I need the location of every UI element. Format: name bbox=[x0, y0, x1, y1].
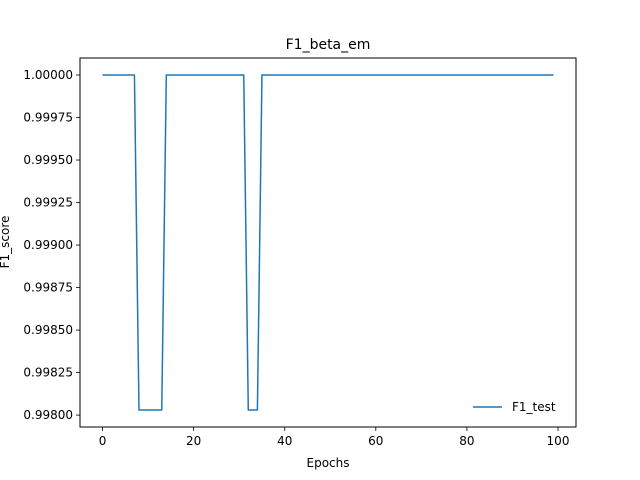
y-tick-label: 0.99800 bbox=[23, 408, 73, 422]
y-tick-label: 0.99925 bbox=[23, 196, 73, 210]
y-tick-label: 0.99900 bbox=[23, 238, 73, 252]
y-axis: 0.99800 0.99825 0.99850 0.99875 0.99900 0.999… bbox=[23, 68, 80, 422]
x-tick-label: 0 bbox=[99, 434, 107, 448]
legend-label: F1_test bbox=[512, 400, 556, 414]
x-tick-label: 20 bbox=[186, 434, 201, 448]
y-tick-label: 0.99825 bbox=[23, 366, 73, 380]
x-tick-label: 100 bbox=[547, 434, 570, 448]
x-axis-label: Epochs bbox=[307, 456, 350, 470]
y-axis-label: F1_score bbox=[0, 216, 12, 269]
x-tick-label: 80 bbox=[459, 434, 474, 448]
series-line-f1-test bbox=[102, 74, 554, 411]
x-tick-label: 60 bbox=[368, 434, 383, 448]
x-tick-label: 40 bbox=[277, 434, 292, 448]
chart-title: F1_beta_em bbox=[286, 37, 371, 53]
legend: F1_test bbox=[473, 400, 556, 414]
y-tick-label: 0.99975 bbox=[23, 111, 73, 125]
plot-area bbox=[102, 74, 554, 411]
axes-frame bbox=[79, 57, 577, 428]
y-tick-label: 0.99850 bbox=[23, 323, 73, 337]
y-tick-label: 0.99950 bbox=[23, 153, 73, 167]
y-tick-label: 1.00000 bbox=[23, 68, 73, 82]
y-tick-label: 0.99875 bbox=[23, 281, 73, 295]
x-axis: 0 20 40 60 80 100 bbox=[99, 427, 570, 448]
